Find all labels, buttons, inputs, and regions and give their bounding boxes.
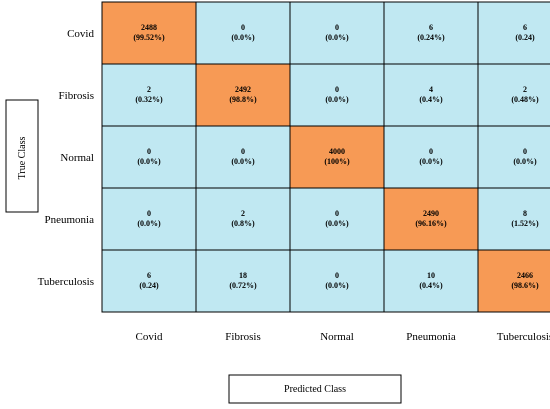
column-label: Covid bbox=[136, 331, 163, 343]
matrix-cell bbox=[383, 249, 479, 313]
ylabel-box bbox=[5, 99, 39, 213]
cell-count-label: 2492 bbox=[235, 85, 251, 94]
matrix-cell bbox=[477, 125, 550, 189]
cell-count-label: 6 bbox=[147, 271, 151, 280]
matrix-cell bbox=[289, 125, 385, 189]
matrix-cell bbox=[101, 249, 197, 313]
xlabel-box bbox=[228, 374, 402, 404]
cell-count-label: 0 bbox=[335, 271, 339, 280]
cell-percent-label: (98.8%) bbox=[229, 95, 257, 104]
row-label: Normal bbox=[60, 152, 94, 164]
cell-percent-label: (0.4%) bbox=[419, 281, 443, 290]
matrix-cell bbox=[477, 1, 550, 65]
matrix-cell bbox=[195, 63, 291, 127]
row-label: Pneumonia bbox=[45, 214, 95, 226]
matrix-cell bbox=[195, 1, 291, 65]
cell-count-label: 0 bbox=[147, 209, 151, 218]
row-label: Covid bbox=[67, 28, 94, 40]
matrix-cell bbox=[383, 63, 479, 127]
matrix-cell bbox=[383, 125, 479, 189]
cell-percent-label: (98.6%) bbox=[511, 281, 539, 290]
cell-percent-label: (0.0%) bbox=[231, 157, 255, 166]
column-labels: Covid Fibrosis Normal Pneumonia Tuberculosis bbox=[136, 331, 550, 343]
cell-percent-label: (1.52%) bbox=[511, 219, 539, 228]
cell-count-label: 0 bbox=[429, 147, 433, 156]
cell-count-label: 2 bbox=[523, 85, 527, 94]
cell-count-label: 6 bbox=[429, 23, 433, 32]
cell-percent-label: (0.0%) bbox=[325, 219, 349, 228]
cell-percent-label: (0.0%) bbox=[419, 157, 443, 166]
cell-percent-label: (0.0%) bbox=[137, 219, 161, 228]
cell-percent-label: (0.0%) bbox=[137, 157, 161, 166]
cell-count-label: 10 bbox=[427, 271, 435, 280]
cell-count-label: 6 bbox=[523, 23, 527, 32]
cell-percent-label: (0.24) bbox=[139, 281, 159, 290]
matrix-cell bbox=[383, 1, 479, 65]
cell-count-label: 18 bbox=[239, 271, 247, 280]
matrix-cell bbox=[101, 63, 197, 127]
cell-percent-label: (0.0%) bbox=[513, 157, 537, 166]
cell-count-label: 8 bbox=[523, 209, 527, 218]
cell-percent-label: (0.0%) bbox=[325, 33, 349, 42]
row-label: Tuberculosis bbox=[38, 276, 94, 288]
cell-percent-label: (99.52%) bbox=[133, 33, 165, 42]
matrix-cell bbox=[289, 1, 385, 65]
cell-count-label: 2 bbox=[147, 85, 151, 94]
matrix-cell bbox=[101, 125, 197, 189]
column-label: Normal bbox=[320, 331, 354, 343]
matrix-cell bbox=[477, 187, 550, 251]
matrix-cells: 2488(99.52%)0(0.0%)0(0.0%)6(0.24%)6(0.24… bbox=[101, 1, 550, 313]
cell-percent-label: (0.8%) bbox=[231, 219, 255, 228]
column-label: Tuberculosis bbox=[497, 331, 550, 343]
cell-count-label: 0 bbox=[523, 147, 527, 156]
cell-count-label: 0 bbox=[335, 209, 339, 218]
cell-percent-label: (0.0%) bbox=[231, 33, 255, 42]
cell-count-label: 2488 bbox=[141, 23, 157, 32]
matrix-cell bbox=[195, 187, 291, 251]
cell-percent-label: (0.24) bbox=[515, 33, 535, 42]
matrix-cell bbox=[477, 63, 550, 127]
matrix-cell bbox=[101, 1, 197, 65]
row-label: Fibrosis bbox=[59, 90, 94, 102]
cell-percent-label: (0.0%) bbox=[325, 95, 349, 104]
ylabel: True Class bbox=[17, 137, 28, 180]
cell-count-label: 2466 bbox=[517, 271, 533, 280]
cell-count-label: 0 bbox=[241, 147, 245, 156]
column-label: Fibrosis bbox=[225, 331, 260, 343]
cell-count-label: 4 bbox=[429, 85, 433, 94]
matrix-cell bbox=[383, 187, 479, 251]
cell-percent-label: (96.16%) bbox=[415, 219, 447, 228]
cell-percent-label: (100%) bbox=[324, 157, 350, 166]
cell-count-label: 4000 bbox=[329, 147, 345, 156]
row-labels: Covid Fibrosis Normal Pneumonia Tuberculosis bbox=[38, 28, 95, 288]
cell-percent-label: (0.4%) bbox=[419, 95, 443, 104]
cell-count-label: 0 bbox=[241, 23, 245, 32]
cell-percent-label: (0.72%) bbox=[229, 281, 257, 290]
cell-count-label: 0 bbox=[335, 23, 339, 32]
cell-count-label: 0 bbox=[335, 85, 339, 94]
cell-percent-label: (0.24%) bbox=[417, 33, 445, 42]
xlabel: Predicted Class bbox=[284, 384, 346, 395]
cell-percent-label: (0.48%) bbox=[511, 95, 539, 104]
cell-percent-label: (0.0%) bbox=[325, 281, 349, 290]
cell-percent-label: (0.32%) bbox=[135, 95, 163, 104]
column-label: Pneumonia bbox=[406, 331, 456, 343]
cell-count-label: 2 bbox=[241, 209, 245, 218]
cell-count-label: 0 bbox=[147, 147, 151, 156]
matrix-cell bbox=[477, 249, 550, 313]
matrix-cell bbox=[195, 125, 291, 189]
matrix-cell bbox=[195, 249, 291, 313]
matrix-cell bbox=[289, 187, 385, 251]
cell-count-label: 2490 bbox=[423, 209, 439, 218]
